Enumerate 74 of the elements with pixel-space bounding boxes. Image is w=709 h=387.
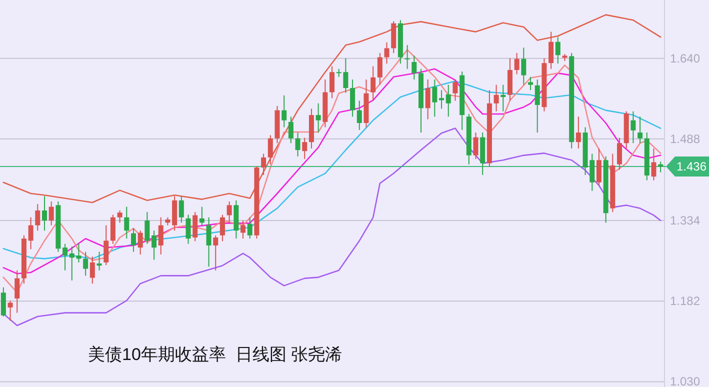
candlestick [158, 216, 164, 255]
candlestick [302, 137, 308, 160]
candlestick [117, 210, 122, 224]
candlestick [240, 220, 246, 240]
candlestick [370, 66, 376, 102]
candlestick [534, 79, 540, 134]
candlestick [206, 216, 212, 268]
y-tick-label: 1.334 [670, 214, 700, 228]
y-tick-label: 1.488 [670, 132, 700, 146]
candlestick [404, 44, 410, 70]
candlestick [14, 270, 20, 314]
candlestick [316, 102, 321, 134]
candlestick [220, 214, 225, 242]
y-tick-label: 1.182 [670, 294, 700, 308]
candlestick [514, 52, 520, 75]
candlestick [62, 243, 68, 271]
y-tick-label: 1.030 [670, 374, 700, 387]
candlestick [90, 256, 95, 284]
text: 美债10年期收益率 日线图 张尧浠 [88, 345, 342, 364]
candlestick [288, 116, 294, 144]
candlestick [295, 132, 300, 157]
candlestick [638, 116, 643, 144]
candlestick [446, 84, 451, 118]
candlestick [8, 300, 13, 322]
candlestick [35, 204, 40, 232]
candlestick [500, 84, 506, 112]
candlestick [130, 227, 136, 252]
candlestick [199, 206, 204, 226]
candlestick [83, 251, 88, 276]
candlestick [412, 55, 417, 80]
candlestick [617, 137, 622, 170]
candlestick [152, 230, 157, 260]
candlestick [452, 79, 458, 102]
candlestick [124, 206, 130, 240]
candlestick [0, 286, 6, 317]
candlestick [226, 200, 232, 224]
candlestick [330, 66, 334, 99]
candlestick [630, 110, 636, 144]
candlestick [425, 79, 430, 120]
candlestick [186, 214, 191, 244]
candlestick [384, 42, 390, 64]
candlestick [138, 230, 143, 255]
candlestick [144, 212, 150, 244]
candlestick [104, 224, 109, 266]
line-series [2, 14, 662, 204]
candlestick [651, 148, 656, 181]
candlestick [96, 251, 102, 271]
candlestick [528, 76, 534, 91]
candlestick [261, 153, 266, 176]
candlestick [439, 90, 444, 110]
candlestick [110, 214, 116, 244]
candlestick [42, 196, 47, 232]
candlestick [247, 216, 252, 240]
candlestick [432, 79, 438, 118]
candlestick [377, 52, 382, 86]
candlestick [350, 79, 356, 118]
candlestick [473, 132, 478, 160]
candlestick [658, 161, 664, 173]
candlestick [192, 212, 198, 242]
candlestick [521, 47, 526, 86]
candlestick [576, 116, 581, 149]
candlestick [596, 148, 602, 186]
candlestick [555, 36, 560, 64]
candlestick [213, 234, 218, 271]
y-tick-label: 1.640 [670, 51, 700, 66]
candlestick [178, 196, 184, 224]
candlestick [282, 94, 287, 128]
candlestick [494, 84, 499, 112]
candlestick [356, 100, 362, 130]
candlestick [268, 134, 273, 165]
ref-line-label: 1.436 [676, 159, 707, 174]
candlestick [48, 200, 54, 226]
candlestick [548, 31, 554, 70]
candlestick [28, 216, 34, 250]
